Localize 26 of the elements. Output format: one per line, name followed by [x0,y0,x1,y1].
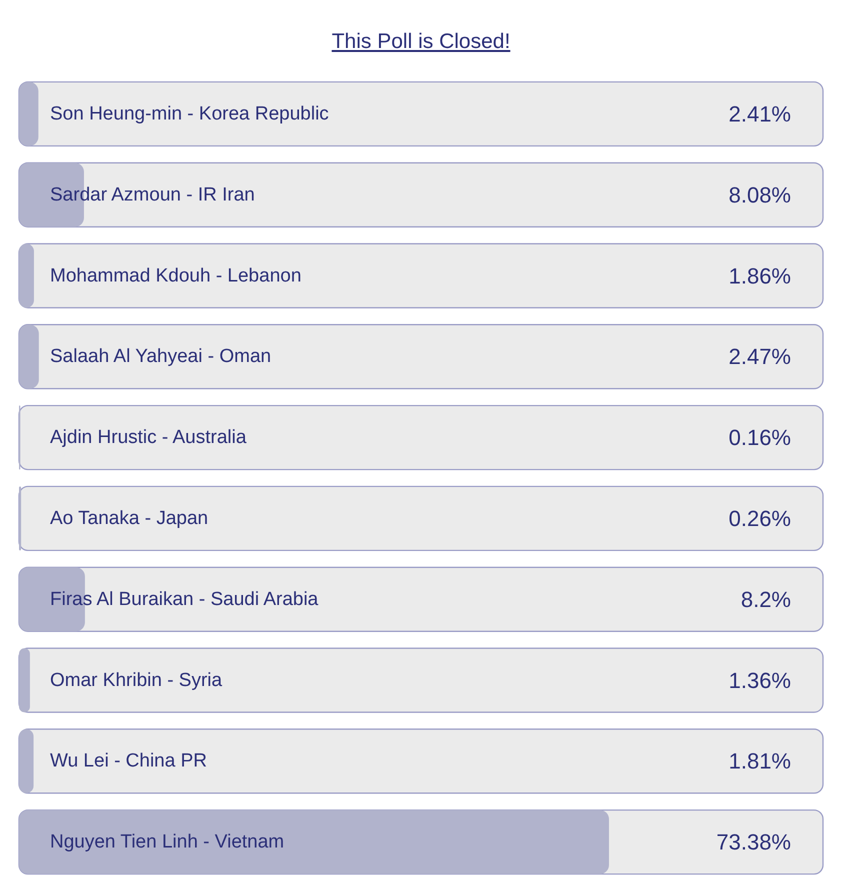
data-label: 8.08% [728,182,791,208]
y-tick-label: Mohammad Kdouh - Lebanon [50,265,302,286]
data-label: 73.38% [716,830,791,855]
data-label: 0.16% [728,425,791,450]
y-tick-label: Omar Khribin - Syria [50,670,223,691]
data-label: 1.36% [728,668,791,693]
bar [19,244,34,308]
y-tick-label: Salaah Al Yahyeai - Oman [50,346,272,368]
bar [19,729,34,794]
y-tick-label: Son Heung-min - Korea Republic [50,103,329,124]
bar [19,82,38,146]
y-tick-label: Ao Tanaka - Japan [50,508,208,529]
bar [19,324,39,389]
data-label: 0.26% [728,506,791,531]
y-tick-label: Sardar Azmoun - IR Iran [50,184,255,206]
y-tick-label: Nguyen Tien Linh - Vietnam [50,832,284,853]
y-tick-label: Wu Lei - China PR [50,750,207,772]
chart-title: This Poll is Closed! [330,29,512,55]
bar [19,648,30,712]
y-tick-label: Firas Al Buraikan - Saudi Arabia [50,588,319,610]
data-label: 1.86% [728,263,791,288]
data-label: 2.47% [728,344,791,370]
y-tick-label: Ajdin Hrustic - Australia [50,427,247,448]
data-label: 1.81% [728,748,791,774]
data-label: 8.2% [740,586,791,612]
data-label: 2.41% [728,101,791,126]
